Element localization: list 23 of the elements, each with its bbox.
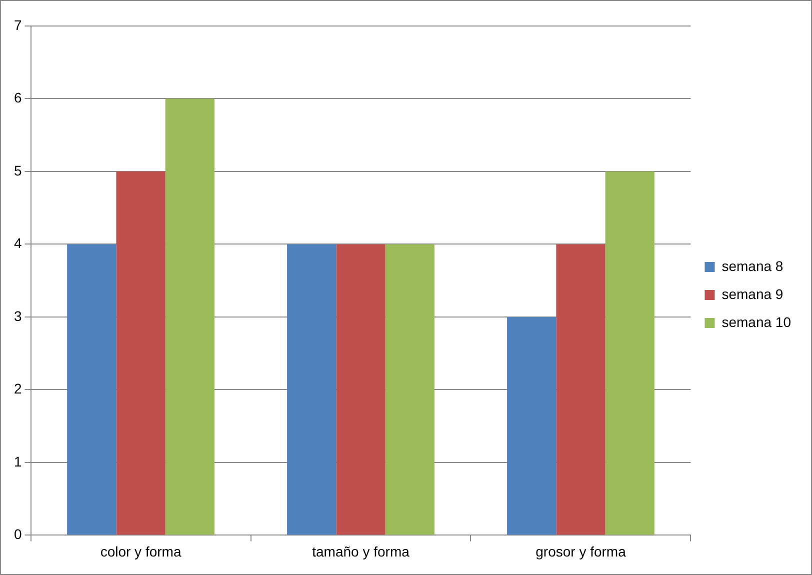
bar (507, 316, 556, 535)
y-tick-label: 7 (14, 16, 22, 33)
bar (287, 244, 336, 535)
y-tick-label: 4 (14, 235, 22, 252)
x-tick-label: tamaño y forma (312, 543, 410, 560)
bar (385, 244, 434, 535)
legend-label: semana 9 (722, 286, 784, 302)
y-tick-label: 0 (14, 526, 22, 542)
y-tick-label: 1 (14, 453, 22, 470)
legend-label: semana 8 (722, 258, 784, 274)
bar (605, 171, 654, 535)
y-tick-label: 5 (14, 162, 22, 178)
y-tick-label: 6 (14, 90, 22, 106)
x-tick-label: grosor y forma (536, 543, 626, 560)
bar (116, 171, 166, 535)
x-tick-label: color y forma (100, 543, 182, 560)
bar (336, 244, 386, 535)
bar (67, 244, 116, 535)
bar (556, 244, 606, 535)
legend-label: semana 10 (722, 314, 792, 330)
y-tick-label: 3 (14, 308, 22, 324)
y-tick-label: 2 (14, 380, 22, 397)
bar (165, 98, 214, 535)
